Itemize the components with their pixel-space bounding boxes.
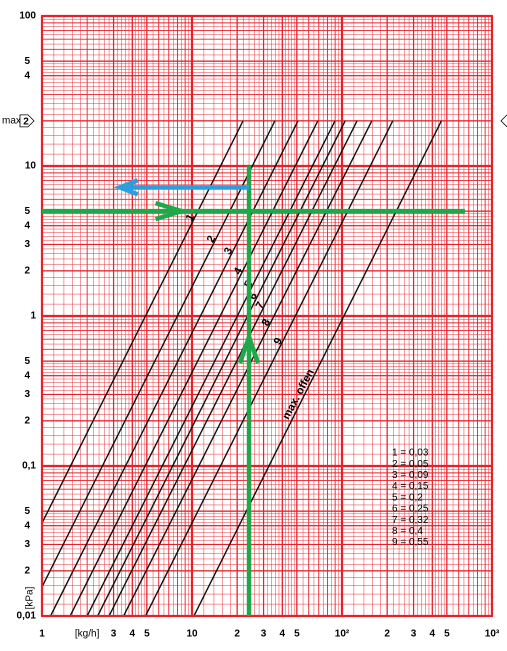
- curve-label: 4: [232, 265, 246, 277]
- curve: [108, 120, 358, 616]
- y-tick-label: 1: [30, 311, 36, 322]
- curve-label: 7: [254, 300, 267, 311]
- curve-label: 9: [272, 336, 285, 347]
- curve-label: 6: [247, 291, 260, 302]
- legend-entry: 8 = 0,4: [392, 526, 423, 537]
- y-tick-label: 2: [23, 116, 29, 127]
- x-tick-label: 3: [261, 629, 267, 640]
- curve-label: 1: [184, 212, 197, 223]
- plot-frame: [41, 15, 493, 617]
- y-tick-label: 5: [24, 56, 30, 67]
- curve: [42, 120, 244, 525]
- y-tick-label: 3: [24, 389, 30, 400]
- curve: [86, 120, 336, 616]
- curve-label: 8: [260, 317, 273, 328]
- y-tick-label: 0,1: [22, 461, 36, 472]
- legend-entry: 4 = 0,15: [392, 481, 429, 492]
- curve: [193, 120, 443, 616]
- x-tick-label: 4: [130, 629, 136, 640]
- guide-arrow: [154, 201, 190, 222]
- y-tick-label: 4: [24, 370, 30, 381]
- y-tick-label: 4: [24, 220, 30, 231]
- curve: [69, 120, 319, 616]
- max-marker-right: [500, 114, 507, 128]
- y-tick-label: 3: [24, 539, 30, 550]
- guide-arrow: [113, 178, 139, 197]
- x-tick-label: 3: [111, 629, 117, 640]
- x-tick-label: 10²: [335, 629, 350, 640]
- curve: [144, 120, 394, 616]
- y-tick-label: 3: [24, 239, 30, 250]
- x-tick-label: 5: [294, 629, 300, 640]
- legend-entry: 6 = 0,25: [392, 504, 429, 515]
- y-tick-label: 5: [24, 506, 30, 517]
- x-tick-label: 2: [234, 629, 240, 640]
- max-label: max.: [2, 115, 24, 126]
- y-axis-label: [kPa]: [25, 586, 36, 609]
- x-tick-label: 3: [411, 629, 417, 640]
- legend-entry: 3 = 0,09: [392, 470, 429, 481]
- curve-label: 2: [205, 234, 218, 245]
- y-tick-label: 10: [25, 161, 37, 172]
- x-tick-label: 5: [444, 629, 450, 640]
- max-marker: [19, 114, 35, 128]
- x-tick-label: 2: [384, 629, 390, 640]
- y-tick-label: 4: [24, 70, 30, 81]
- y-tick-label: 100: [19, 11, 36, 22]
- x-tick-label: 4: [430, 629, 436, 640]
- x-tick-label: 10: [186, 629, 198, 640]
- x-tick-label: 1: [39, 629, 45, 640]
- curve-label: 3: [222, 246, 235, 257]
- y-tick-label: 0,01: [17, 611, 37, 622]
- y-tick-label: 2: [24, 265, 30, 276]
- x-axis-label: [kg/h]: [75, 629, 100, 640]
- legend-entry: 5 = 0,2: [392, 492, 423, 503]
- legend-entry: 7 = 0,32: [392, 515, 429, 526]
- y-tick-label: 4: [24, 520, 30, 531]
- y-tick-label: 2: [24, 565, 30, 576]
- legend-entry: 9 = 0,55: [392, 537, 429, 548]
- x-tick-label: 4: [280, 629, 286, 640]
- y-tick-label: 5: [24, 356, 30, 367]
- y-tick-label: 2: [24, 415, 30, 426]
- legend-entry: 2 = 0,05: [392, 459, 429, 470]
- guide-arrow: [237, 330, 261, 364]
- legend-entry: 1 = 0,03: [392, 448, 429, 459]
- x-tick-label: 10³: [485, 629, 500, 640]
- curve: [42, 120, 276, 589]
- y-tick-label: 5: [24, 206, 30, 217]
- curve: [97, 120, 346, 616]
- curve: [49, 120, 299, 616]
- x-tick-label: 5: [144, 629, 150, 640]
